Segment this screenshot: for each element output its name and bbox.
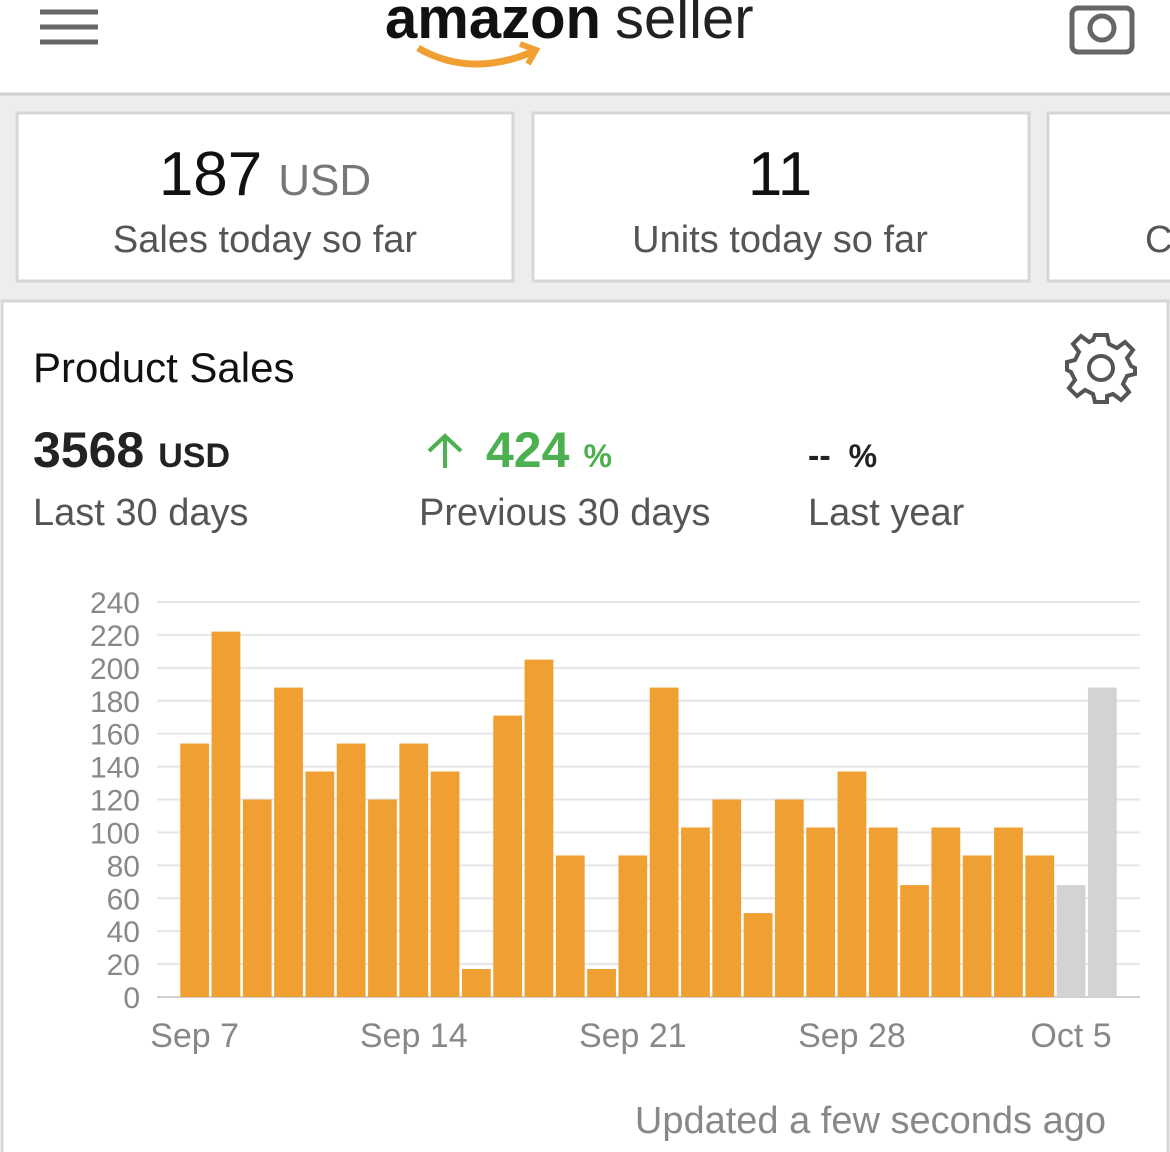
bar xyxy=(1087,687,1117,997)
bar xyxy=(461,969,491,997)
y-tick-label: 120 xyxy=(90,785,140,818)
bar xyxy=(931,827,961,997)
metric-number: -- xyxy=(808,437,831,475)
bar xyxy=(430,771,460,997)
bar xyxy=(1025,855,1055,997)
y-tick-label: 200 xyxy=(90,653,140,686)
logo-light: seller xyxy=(615,0,754,51)
arrow-head xyxy=(427,433,463,453)
bar xyxy=(868,827,898,997)
metric-label: Last year xyxy=(808,492,965,534)
bar xyxy=(305,771,335,997)
bar xyxy=(587,969,616,997)
bar xyxy=(994,827,1023,997)
panel xyxy=(0,299,1170,1152)
y-tick-label: 0 xyxy=(123,982,140,1015)
bar xyxy=(524,659,554,997)
card[interactable] xyxy=(1046,111,1170,283)
camera-body xyxy=(1069,5,1135,55)
logo-smile xyxy=(416,44,534,68)
card[interactable] xyxy=(15,111,515,283)
card-number: 11 xyxy=(748,140,812,209)
camera-lens xyxy=(1087,13,1117,43)
bar xyxy=(336,743,366,997)
bar xyxy=(1056,885,1086,997)
y-tick-label: 160 xyxy=(90,719,140,752)
y-tick-label: 140 xyxy=(90,752,140,785)
gear xyxy=(1065,333,1137,404)
card-label: Sales today so far xyxy=(113,219,418,261)
metric-label: Previous 30 days xyxy=(419,492,711,534)
bar xyxy=(743,913,773,997)
bar xyxy=(399,743,429,997)
card-number: 187 xyxy=(159,140,262,209)
bar xyxy=(837,771,867,997)
card-label: Units today so far xyxy=(632,219,928,261)
footer: Updated a few seconds ago xyxy=(635,1100,1106,1142)
logo-bold: amazon xyxy=(385,0,601,51)
header xyxy=(0,0,1170,95)
bar xyxy=(618,855,648,997)
card[interactable] xyxy=(531,111,1031,283)
bar xyxy=(555,855,585,997)
bar xyxy=(774,799,804,997)
card-unit: USD xyxy=(278,156,371,205)
bar xyxy=(681,827,710,997)
x-tick-label: Sep 7 xyxy=(150,1017,239,1055)
metric-value: --% xyxy=(808,437,877,475)
bar xyxy=(368,799,397,997)
y-tick-label: 40 xyxy=(107,916,140,949)
settings-button[interactable] xyxy=(1065,333,1137,404)
bar xyxy=(806,827,836,997)
card-label: C xyxy=(1145,219,1170,261)
metric-unit: % xyxy=(583,438,611,474)
card-value: 187 USD xyxy=(159,140,371,209)
up-arrow xyxy=(427,433,463,468)
metric-number: 424 xyxy=(486,422,570,478)
x-tick-label: Sep 14 xyxy=(360,1017,468,1055)
y-tick-label: 220 xyxy=(90,620,140,653)
metric-label: Last 30 days xyxy=(33,492,248,534)
x-tick-label: Sep 21 xyxy=(579,1017,687,1055)
bar xyxy=(274,687,303,997)
y-tick-label: 20 xyxy=(107,949,140,982)
metric-unit: % xyxy=(849,438,877,474)
bar xyxy=(962,855,992,997)
logo-arrow xyxy=(518,41,541,66)
y-tick-label: 80 xyxy=(107,850,140,883)
bar xyxy=(242,799,272,997)
bar xyxy=(493,715,523,997)
y-tick-label: 100 xyxy=(90,817,140,850)
logo: amazon seller xyxy=(385,0,754,51)
bar xyxy=(712,799,742,997)
panel-title: Product Sales xyxy=(33,344,294,391)
metric-value: 3568 USD xyxy=(33,422,230,478)
bar xyxy=(180,743,210,997)
x-tick-label: Oct 5 xyxy=(1030,1017,1111,1055)
gear-hole xyxy=(1087,354,1115,382)
x-tick-label: Sep 28 xyxy=(798,1017,906,1055)
bar xyxy=(900,885,929,997)
menu-button[interactable] xyxy=(40,9,98,45)
y-tick-label: 60 xyxy=(107,883,140,916)
bar xyxy=(211,631,241,997)
y-tick-label: 180 xyxy=(90,686,140,719)
camera-button[interactable] xyxy=(1069,5,1135,55)
y-tick-label: 240 xyxy=(90,587,140,620)
metric-value: 424% xyxy=(486,422,612,478)
metric-number: 3568 xyxy=(33,422,144,478)
metric-unit: USD xyxy=(158,437,230,475)
bar xyxy=(649,687,679,997)
